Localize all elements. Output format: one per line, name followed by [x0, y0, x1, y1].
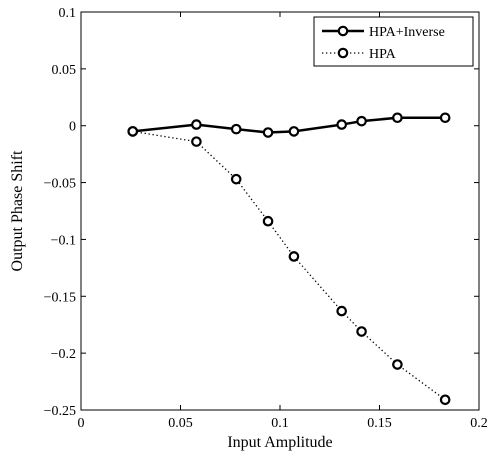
y-axis-label: Output Phase Shift	[9, 150, 26, 271]
data-point-series-2	[127, 126, 139, 137]
x-tick-label: 0.1	[271, 416, 289, 431]
data-point-series-2	[356, 326, 367, 337]
data-point-series-1	[230, 123, 242, 135]
data-point-series-1	[191, 119, 202, 130]
y-tick-label: −0.2	[51, 347, 76, 362]
x-tick-label: 0	[78, 416, 85, 431]
series-layer	[127, 112, 451, 406]
y-tick-label: −0.25	[44, 404, 76, 419]
y-tick-label: −0.1	[51, 233, 76, 248]
data-point-series-1	[336, 119, 347, 130]
x-tick-label: 0.05	[168, 416, 193, 431]
y-tick-label: 0.05	[52, 63, 77, 78]
data-point-series-1	[392, 112, 403, 124]
data-point-series-2	[230, 173, 242, 185]
data-point-series-1	[262, 127, 274, 138]
data-point-series-2	[392, 359, 403, 370]
legend-label-1: HPA+Inverse	[369, 25, 445, 40]
plot-background	[81, 12, 479, 410]
data-point-series-2	[262, 215, 274, 227]
y-tick-label: −0.15	[44, 290, 76, 305]
y-tick-label: −0.05	[44, 177, 76, 192]
data-point-series-1	[356, 115, 367, 127]
legend-label-2: HPA	[369, 47, 397, 62]
data-point-series-2	[191, 136, 202, 147]
y-tick-label: 0.1	[59, 6, 77, 21]
data-point-series-2	[288, 251, 300, 262]
legend-marker-1	[337, 25, 349, 37]
x-tick-label: 0.15	[367, 416, 392, 431]
x-tick-label: 0.2	[470, 416, 488, 431]
legend: HPA+Inverse HPA	[313, 16, 474, 67]
x-axis-label: Input Amplitude	[227, 434, 332, 451]
data-point-series-1	[288, 126, 300, 137]
axes-layer: 0 0.05 0.1 0.15 0.2 0.1 0.05 0 −0.05 −0.1 −0.15 −0.…	[44, 6, 488, 431]
data-point-series-2	[439, 394, 451, 406]
data-point-series-1	[439, 112, 451, 124]
legend-marker-2	[337, 47, 349, 59]
series-line-2	[132, 130, 446, 401]
data-point-series-2	[336, 305, 347, 317]
y-tick-label: 0	[69, 120, 76, 135]
legend-box	[313, 16, 474, 67]
